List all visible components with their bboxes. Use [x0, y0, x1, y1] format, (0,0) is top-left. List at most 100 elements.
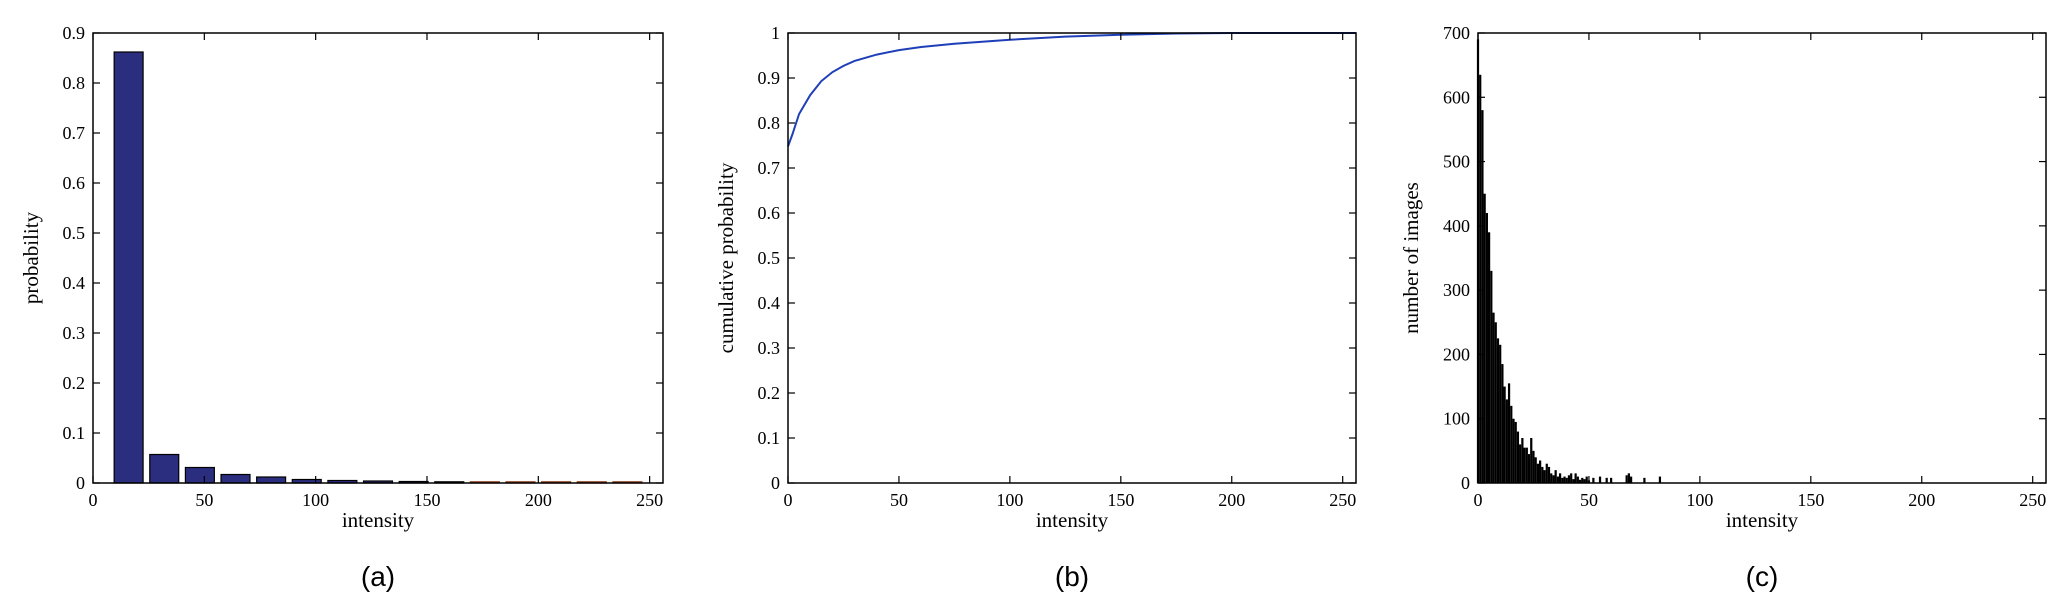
- bar: [1536, 463, 1540, 483]
- bar: [1519, 444, 1522, 483]
- panel-b-axes-box: [787, 32, 1357, 484]
- bar: [1625, 475, 1628, 483]
- bar: [1503, 386, 1506, 483]
- bar: [1658, 476, 1662, 483]
- x-tick-label: 150: [1797, 490, 1824, 510]
- bar: [1552, 475, 1555, 483]
- bar: [1525, 447, 1528, 483]
- panel-a-bars: [113, 51, 643, 484]
- bar: [1605, 477, 1608, 483]
- bar: [1496, 338, 1500, 483]
- y-tick-label: 600: [1443, 87, 1470, 107]
- cumulative-probability-line: [787, 32, 1356, 147]
- bar: [1532, 450, 1535, 483]
- y-tick-label: 0: [76, 473, 85, 493]
- bar: [1527, 454, 1531, 483]
- x-tick-label: 200: [1218, 490, 1245, 510]
- bar: [1554, 470, 1557, 483]
- y-tick-label: 0.5: [63, 223, 86, 243]
- y-tick-label: 0: [1461, 473, 1470, 493]
- bar: [1585, 476, 1588, 483]
- bar: [1490, 270, 1493, 483]
- panel-b-y-axis-label: cumulative probability: [714, 162, 738, 353]
- bar: [1558, 473, 1562, 483]
- bar: [1572, 479, 1575, 483]
- bar: [1505, 399, 1508, 483]
- x-tick-label: 0: [89, 490, 98, 510]
- bar: [1507, 383, 1511, 483]
- bar: [1543, 470, 1546, 483]
- panel-a-caption: (a): [361, 561, 395, 592]
- y-tick-label: 0.8: [758, 113, 781, 133]
- bar: [1512, 418, 1515, 483]
- x-tick-label: 50: [195, 490, 213, 510]
- y-tick-label: 0.5: [758, 248, 781, 268]
- x-tick-label: 200: [525, 490, 552, 510]
- x-tick-label: 150: [1107, 490, 1134, 510]
- bar: [113, 51, 144, 484]
- bar: [1561, 477, 1564, 483]
- bar: [149, 453, 180, 484]
- bar: [1481, 110, 1484, 484]
- y-tick-label: 300: [1443, 280, 1470, 300]
- panel-a-x-axis-label: intensity: [342, 508, 415, 532]
- panel-c-ticks: 0 50 100 150 200 250 0 100 200 300 400 500 600 700: [1443, 23, 2046, 510]
- y-tick-label: 0.7: [63, 123, 86, 143]
- panel-c-axes-box: [1477, 32, 2047, 484]
- bar: [1598, 476, 1602, 483]
- x-tick-label: 0: [1474, 490, 1483, 510]
- bar: [1583, 479, 1586, 483]
- bar: [1578, 479, 1582, 483]
- bar: [1547, 466, 1551, 483]
- bar: [1530, 438, 1533, 483]
- bar: [1643, 477, 1646, 483]
- bar: [1550, 473, 1553, 483]
- bar: [1539, 460, 1542, 483]
- x-tick-label: 200: [1908, 490, 1935, 510]
- y-tick-label: 700: [1443, 23, 1470, 43]
- bar: [1483, 193, 1486, 483]
- bar: [1567, 475, 1571, 483]
- bar: [1574, 473, 1577, 483]
- panel-b-series: [787, 32, 1356, 147]
- panel-c-x-axis-label: intensity: [1726, 508, 1799, 532]
- bar: [184, 466, 215, 484]
- y-tick-label: 0.4: [63, 273, 86, 293]
- panel-a-ticks: 0 50 100 150 200 250 0 0.1 0.2 0.3 0.4 0.5 0.6 0.7 0.8…: [63, 23, 664, 510]
- bar: [1576, 476, 1579, 483]
- y-tick-label: 200: [1443, 344, 1470, 364]
- bar: [1514, 421, 1517, 483]
- bar: [256, 476, 287, 484]
- y-tick-label: 0.3: [758, 338, 781, 358]
- y-tick-label: 0.1: [758, 428, 781, 448]
- x-tick-label: 100: [302, 490, 329, 510]
- bar: [1565, 477, 1568, 483]
- panel-a-y-axis-label: probability: [19, 211, 43, 304]
- bar: [1492, 312, 1495, 483]
- y-tick-label: 0: [771, 473, 780, 493]
- bar: [1487, 232, 1491, 483]
- bar: [1499, 344, 1502, 483]
- bar: [1510, 405, 1513, 483]
- panel-b-x-axis-label: intensity: [1036, 508, 1109, 532]
- x-tick-label: 150: [413, 490, 440, 510]
- bar: [1545, 463, 1548, 483]
- y-tick-label: 0.4: [758, 293, 781, 313]
- bar: [220, 473, 251, 484]
- y-tick-label: 0.3: [63, 323, 86, 343]
- panel-c-caption: (c): [1746, 561, 1779, 592]
- y-tick-label: 0.7: [758, 158, 781, 178]
- x-tick-label: 0: [784, 490, 793, 510]
- x-tick-label: 100: [996, 490, 1023, 510]
- panel-b-ticks: 0 50 100 150 200 250 0 0.1 0.2 0.3 0.4 0.5 0.6 0.7 0.8…: [758, 23, 1357, 510]
- y-tick-label: 0.6: [63, 173, 86, 193]
- y-tick-label: 500: [1443, 152, 1470, 172]
- y-tick-label: 0.6: [758, 203, 781, 223]
- bar: [1627, 473, 1630, 483]
- y-tick-label: 400: [1443, 216, 1470, 236]
- y-tick-label: 0.8: [63, 73, 86, 93]
- bar: [1516, 431, 1520, 483]
- bar: [1485, 213, 1488, 483]
- y-tick-label: 0.9: [758, 68, 781, 88]
